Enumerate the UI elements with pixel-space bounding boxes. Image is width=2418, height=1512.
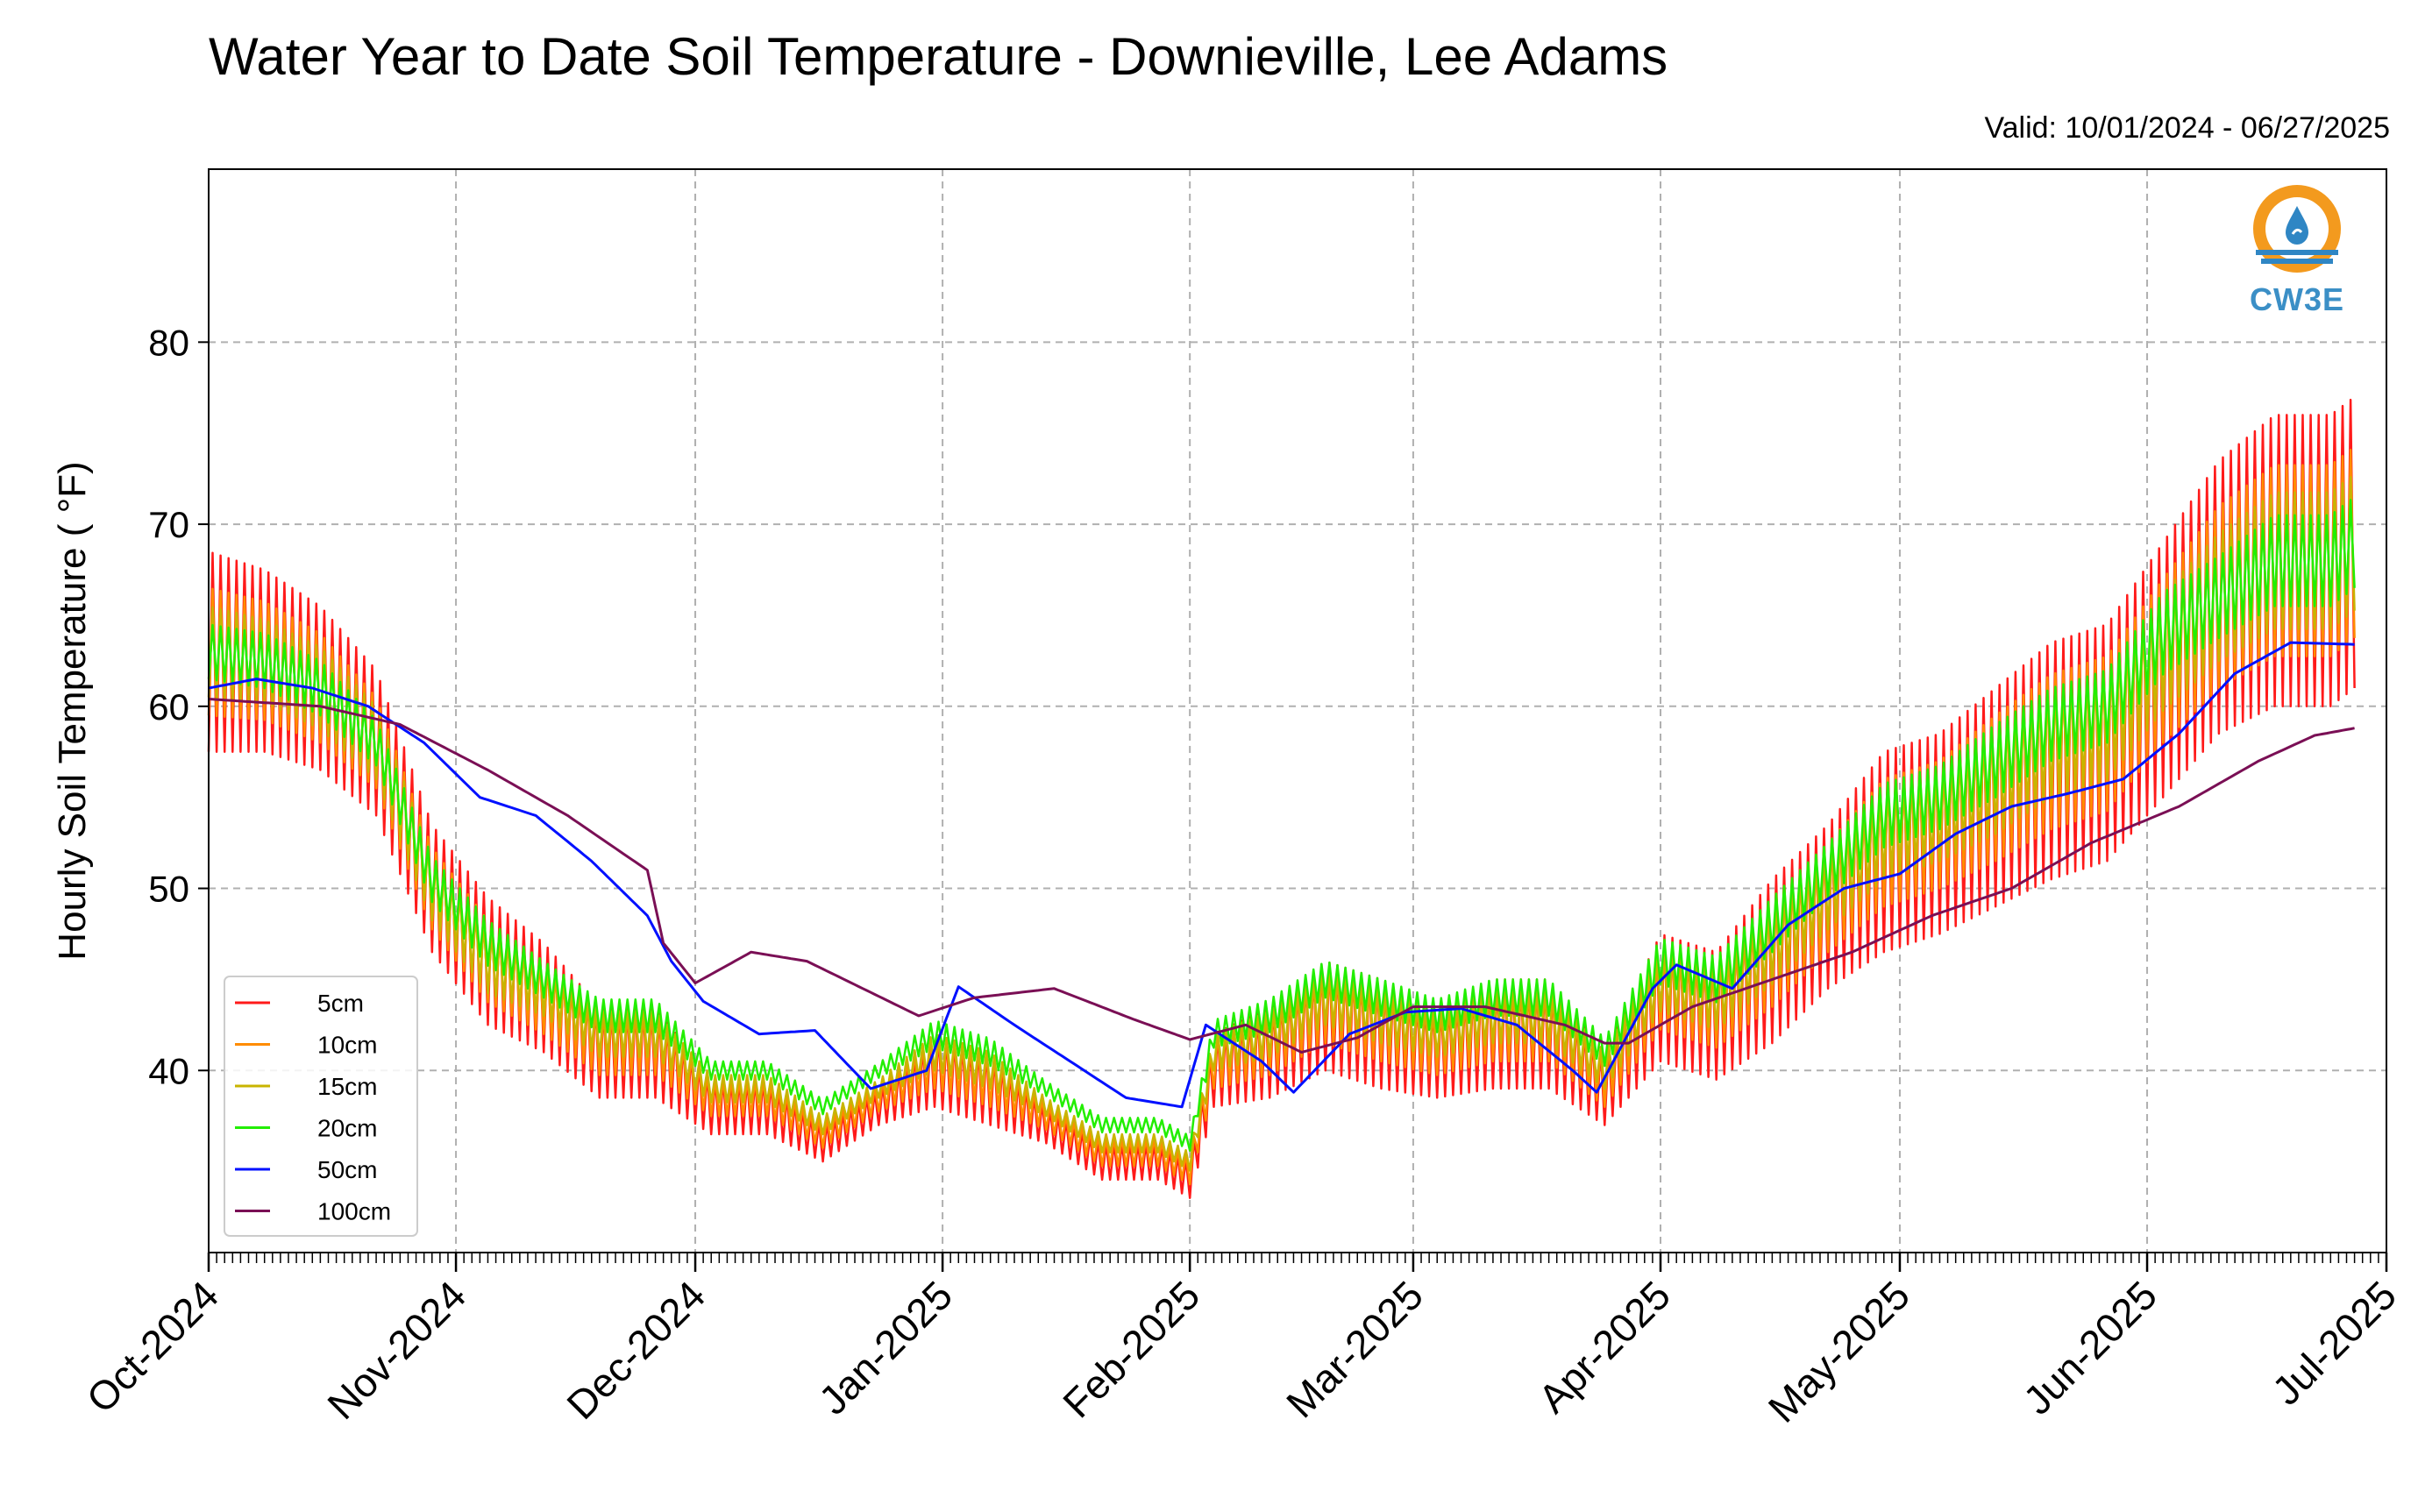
grid-lines	[209, 169, 2386, 1253]
legend-label: 10cm	[317, 1032, 377, 1059]
x-tick-label: Jun-2025	[2015, 1272, 2166, 1423]
x-tick-label: Mar-2025	[1277, 1272, 1432, 1426]
water-drop-logo-icon	[2253, 185, 2341, 273]
x-tick-label: Dec-2024	[558, 1272, 714, 1428]
y-tick-label: 50	[148, 869, 189, 910]
legend-label: 20cm	[317, 1115, 377, 1142]
series-line-100cm	[208, 698, 2355, 1054]
cw3e-logo: CW3E	[2249, 180, 2345, 329]
y-tick-label: 40	[148, 1050, 189, 1091]
x-tick-label: May-2025	[1760, 1272, 1918, 1430]
series-line-20cm	[207, 499, 2356, 1152]
x-tick-label: Apr-2025	[1529, 1272, 1679, 1422]
y-tick-label: 60	[148, 686, 189, 728]
valid-date-range: Valid: 10/01/2024 - 06/27/2025	[1984, 111, 2390, 145]
series-line-5cm	[207, 398, 2356, 1199]
y-tick-label: 70	[148, 504, 189, 545]
chart-title: Water Year to Date Soil Temperature - Do…	[209, 27, 1668, 86]
legend-label: 50cm	[317, 1156, 377, 1183]
x-tick-label: Nov-2024	[318, 1272, 474, 1428]
x-tick-label: Jan-2025	[810, 1272, 961, 1423]
x-tick-label: Feb-2025	[1054, 1272, 1208, 1426]
legend: 5cm 10cm 15cm 20cm 50cm 100cm	[224, 976, 418, 1237]
x-tick-label: Jul-2025	[2264, 1272, 2406, 1414]
legend-label: 15cm	[317, 1073, 377, 1100]
legend-box	[224, 976, 418, 1237]
logo-text: CW3E	[2249, 281, 2344, 317]
series-line-15cm	[207, 476, 2356, 1172]
y-axis-label: Hourly Soil Temperature ( °F)	[51, 461, 94, 960]
plot-frame	[208, 168, 2387, 1253]
legend-label: 5cm	[317, 990, 364, 1017]
y-tick-label: 80	[148, 322, 189, 363]
legend-label: 100cm	[317, 1198, 391, 1225]
series-line-50cm	[208, 641, 2355, 1109]
series-lines	[207, 398, 2356, 1199]
x-tick-label: Oct-2024	[78, 1272, 228, 1422]
series-line-10cm	[207, 449, 2356, 1186]
